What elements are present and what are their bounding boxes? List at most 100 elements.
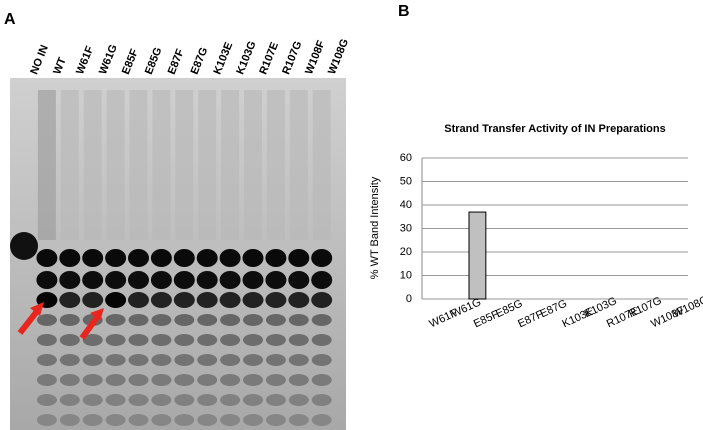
gel-band (220, 414, 241, 426)
gel-band (288, 314, 309, 326)
gel-band (105, 354, 126, 366)
y-tick-label: 0 (406, 293, 412, 305)
gel-smear (289, 90, 308, 240)
panel-label: B (398, 3, 410, 20)
gel-smear (198, 90, 217, 240)
lane-label: W61G (97, 43, 120, 76)
gel-band (36, 374, 57, 386)
gel-band (82, 271, 104, 289)
gel-band (59, 374, 80, 386)
gel-band (151, 394, 172, 406)
gel-band (105, 414, 126, 426)
gel-band (311, 292, 333, 308)
gel-band (196, 292, 218, 308)
gel-smear (106, 90, 125, 240)
gel-band (288, 292, 310, 308)
gel-band (59, 414, 80, 426)
gel-band (311, 354, 332, 366)
x-tick-label: W108G (671, 294, 703, 321)
gel-band (59, 292, 81, 308)
gel-band (242, 292, 264, 308)
gel-band (128, 354, 149, 366)
gel-band (243, 394, 263, 406)
gel-band (243, 374, 263, 386)
gel-band (105, 394, 126, 406)
gel-band (288, 374, 309, 386)
lane-label: WT (51, 56, 69, 77)
gel-band (128, 271, 149, 289)
gel-band (150, 249, 172, 267)
gel-smear (266, 90, 285, 240)
chart-title: Strand Transfer Activity of IN Preparati… (444, 123, 665, 135)
gel-band (197, 314, 218, 326)
lane-label: R107E (257, 41, 281, 77)
gel-band (128, 394, 149, 406)
gel-band (265, 394, 286, 406)
gel-band (151, 374, 172, 386)
gel-band (197, 334, 218, 346)
gel-band (219, 271, 241, 289)
gel-band (105, 292, 127, 308)
gel-band (36, 271, 58, 289)
gel-band (173, 249, 195, 267)
gel-band (105, 334, 126, 346)
gel-band (265, 414, 286, 426)
gel-band (265, 271, 287, 289)
gel-band (288, 414, 309, 426)
gel-band (59, 334, 80, 346)
gel-band (311, 314, 332, 326)
gel-band (151, 314, 172, 326)
gel-band (196, 249, 218, 267)
y-tick-label: 10 (400, 269, 412, 281)
gel-band (288, 249, 310, 267)
lane-label: E85F (120, 47, 141, 76)
gel-band (311, 271, 333, 289)
panel-label: A (4, 11, 16, 28)
y-tick-label: 60 (400, 152, 412, 164)
gel-band (36, 394, 57, 406)
lane-label: E87F (166, 47, 187, 76)
gel-band (128, 314, 149, 326)
gel-band (36, 249, 58, 267)
lane-label: E85G (143, 46, 165, 77)
gel-band (151, 334, 172, 346)
gel-band (128, 334, 149, 346)
gel-band (174, 414, 195, 426)
gel-band (197, 414, 218, 426)
gel-smear (129, 90, 148, 240)
gel-band (197, 394, 218, 406)
gel-band (173, 271, 195, 289)
gel-smear (152, 90, 171, 240)
gel-band (174, 334, 195, 346)
bar (468, 211, 487, 300)
lane-label: K103G (234, 39, 258, 76)
gel-band (311, 334, 332, 346)
gel-band (82, 374, 103, 386)
gel-band (105, 271, 127, 289)
gel-band (311, 394, 332, 406)
gel-band (82, 292, 104, 308)
gel-band (173, 292, 195, 308)
gel-band (311, 374, 332, 386)
gel-band (311, 414, 332, 426)
gel-band (82, 414, 103, 426)
lane-label: W61F (74, 44, 96, 76)
gel-band (36, 314, 57, 326)
gel-band (36, 354, 57, 366)
gel-band (59, 271, 81, 289)
gel-smear (175, 90, 194, 240)
lane-label: W108F (303, 39, 328, 77)
gel-band (288, 271, 310, 289)
gel-band (220, 314, 241, 326)
arrow-head (90, 308, 104, 321)
gel-band (220, 334, 241, 346)
gel-band (243, 314, 263, 326)
lane-label: E87G (189, 46, 211, 77)
y-tick-label: 40 (400, 199, 412, 211)
gel-band (196, 271, 218, 289)
gel-band (150, 292, 172, 308)
lane-label: NO IN (28, 43, 51, 76)
gel-band (288, 334, 309, 346)
gel-band (82, 394, 103, 406)
